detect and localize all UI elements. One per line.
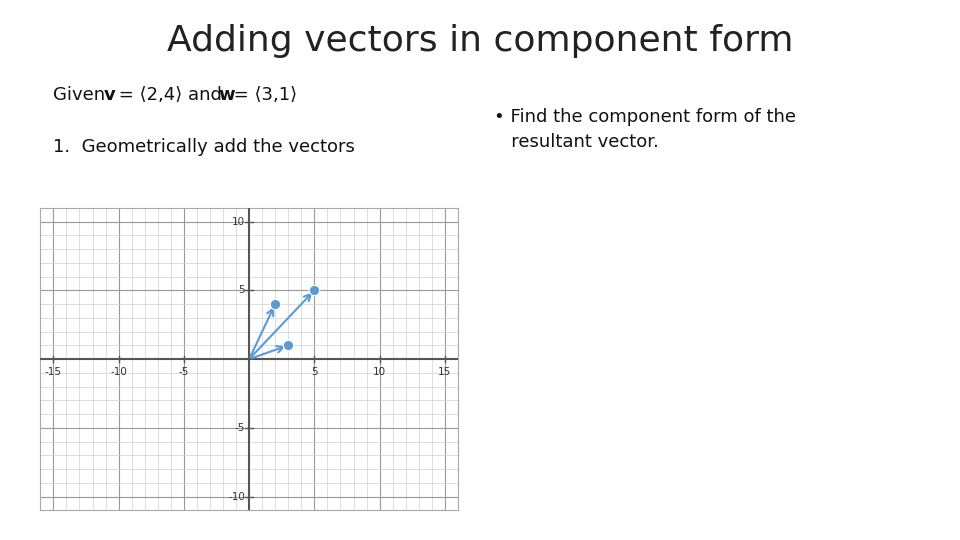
Text: Adding vectors in component form: Adding vectors in component form	[167, 24, 793, 58]
Point	[280, 341, 296, 350]
Text: 10: 10	[232, 217, 245, 227]
Text: -10: -10	[228, 491, 245, 502]
Text: 1.  Geometrically add the vectors: 1. Geometrically add the vectors	[53, 138, 354, 156]
Text: Given: Given	[53, 86, 110, 104]
Text: -5: -5	[235, 423, 245, 433]
Text: = ⟨2,4⟩ and: = ⟨2,4⟩ and	[113, 86, 228, 104]
Text: • Find the component form of the
   resultant vector.: • Find the component form of the resulta…	[494, 108, 797, 151]
Text: -10: -10	[110, 367, 127, 377]
Point	[268, 300, 283, 308]
Text: 10: 10	[373, 367, 386, 377]
Text: 5: 5	[239, 285, 245, 295]
Text: 5: 5	[311, 367, 318, 377]
Text: -15: -15	[45, 367, 61, 377]
Text: = ⟨3,1⟩: = ⟨3,1⟩	[228, 86, 297, 104]
Text: v: v	[104, 86, 115, 104]
Text: w: w	[218, 86, 234, 104]
Text: -5: -5	[179, 367, 189, 377]
Point	[306, 286, 322, 295]
Text: 15: 15	[439, 367, 451, 377]
